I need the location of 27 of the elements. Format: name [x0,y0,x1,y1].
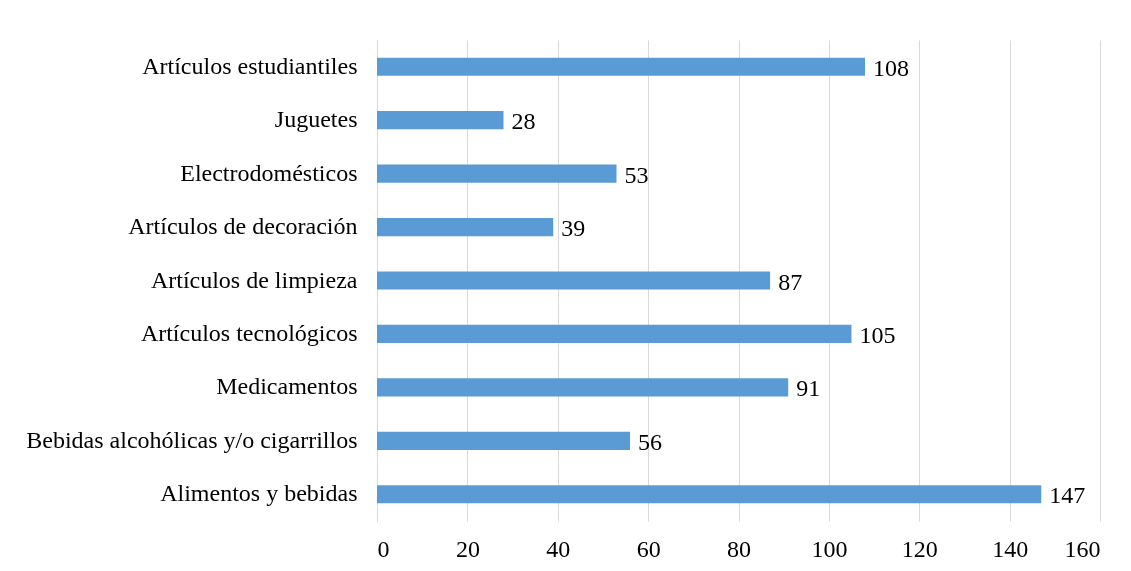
data-label: 147 [1049,482,1086,509]
y-tick-label: Artículos estudiantiles [142,52,358,79]
x-tick-label: 20 [455,535,480,562]
y-tick-label: Artículos de decoración [128,213,358,240]
y-tick-label: Juguetes [274,106,358,133]
x-tick-label: 60 [636,535,661,562]
y-tick-label: Medicamentos [216,373,358,400]
x-tick-label: 160 [1064,535,1101,562]
x-tick-label: 100 [811,535,848,562]
data-label: 53 [624,161,649,188]
y-tick-label: Electrodomésticos [180,159,358,186]
data-label: 87 [778,268,803,295]
x-tick-label: 0 [377,535,390,562]
data-label: 91 [796,375,821,402]
data-label: 39 [561,215,586,242]
x-tick-label: 80 [727,535,751,562]
x-tick-label: 140 [992,535,1029,562]
y-tick-label: Artículos tecnológicos [140,319,358,346]
y-tick-label: Alimentos y bebidas [160,480,358,507]
y-tick-label: Artículos de limpieza [150,266,358,293]
data-label: 108 [873,54,910,81]
data-label: 56 [638,428,663,455]
data-label: 105 [859,321,896,348]
y-tick-label: Bebidas alcohólicas y/o cigarrillos [26,426,358,453]
data-label: 28 [511,108,536,135]
x-tick-label: 120 [901,535,938,562]
x-tick-label: 40 [546,535,571,562]
